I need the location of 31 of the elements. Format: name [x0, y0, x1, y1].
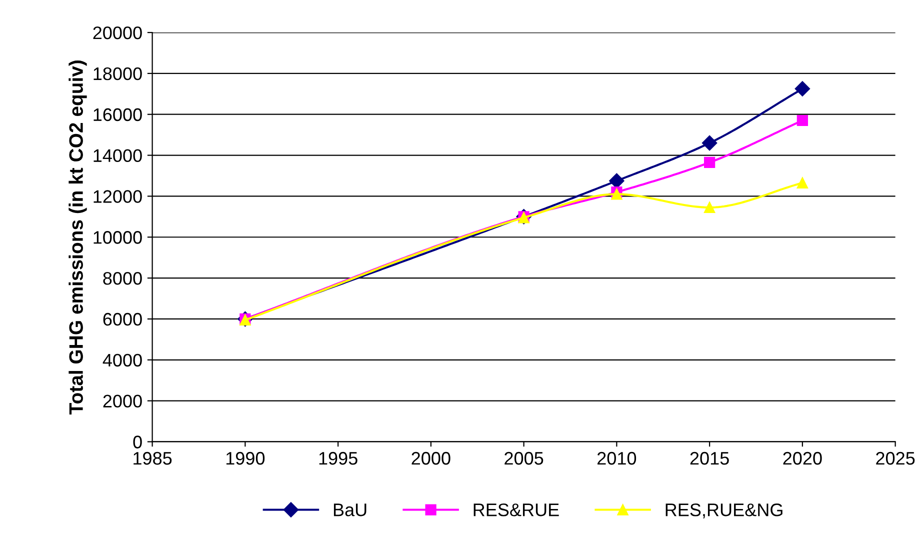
y-tick-label: 6000 — [103, 312, 142, 326]
point — [796, 177, 808, 188]
legend-label: RES,RUE&NG — [666, 503, 782, 518]
point — [609, 173, 624, 188]
y-tick-label: 10000 — [94, 231, 142, 244]
y-tick-label: 4000 — [102, 354, 142, 367]
y-tick-label: 8000 — [103, 272, 142, 285]
x-tick-label: 1995 — [319, 452, 358, 465]
x-tick-label: 2005 — [504, 452, 544, 465]
point — [796, 114, 808, 126]
y-tick-label: 20000 — [93, 26, 142, 40]
y-tick-label: 14000 — [94, 149, 142, 162]
point — [702, 135, 718, 151]
x-tick-label: 1990 — [226, 452, 265, 465]
point — [794, 81, 810, 96]
x-tick-label: 2015 — [690, 452, 729, 465]
point — [704, 156, 716, 168]
y-tick-label: 2000 — [103, 394, 142, 408]
y-tick-label: 12000 — [94, 190, 142, 203]
x-tick-label: 1985 — [134, 452, 172, 465]
legend-label: RES&RUE — [474, 503, 559, 516]
x-tick-label: 2020 — [783, 452, 822, 465]
y-tick-label: 16000 — [94, 108, 142, 122]
x-tick-label: 2000 — [412, 452, 450, 465]
legend-label: BaU — [334, 504, 366, 516]
x-tick-label: 2025 — [876, 452, 915, 465]
y-axis-title: Total GHG emissions (in kt CO2 equiv) — [68, 60, 87, 414]
y-tick-label: 0 — [133, 436, 142, 448]
x-tick-label: 2010 — [598, 452, 636, 465]
y-tick-label: 18000 — [94, 67, 142, 80]
point — [704, 202, 716, 214]
